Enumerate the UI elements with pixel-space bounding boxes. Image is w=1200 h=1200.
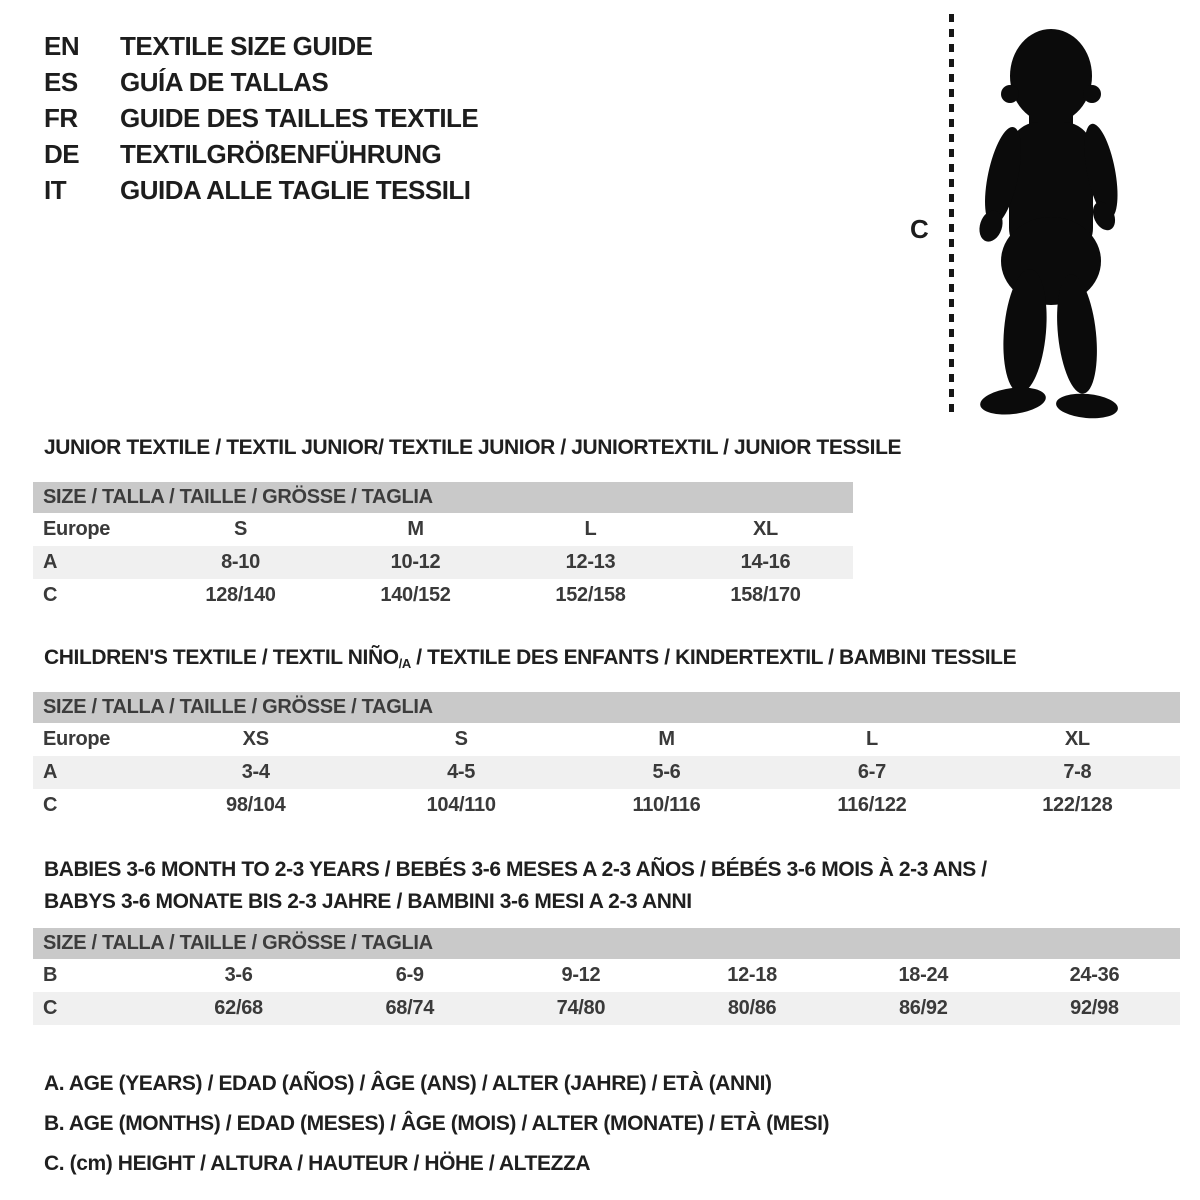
language-title: TEXTILE SIZE GUIDE <box>120 30 373 61</box>
value-cell: 3-4 <box>241 761 270 783</box>
size-header-band: SIZE / TALLA / TAILLE / GRÖSSE / TAGLIA <box>33 692 1180 723</box>
children-title-part2: / TEXTILE DES ENFANTS / KINDERTEXTIL / B… <box>410 646 1017 669</box>
table-header-row: Europe S M L XL <box>33 513 853 546</box>
language-row-de: DE TEXTILGRÖßENFÜHRUNG <box>44 136 478 172</box>
column-header-cell: XL <box>1064 728 1090 750</box>
value-cell: 7-8 <box>1063 761 1092 783</box>
measurement-legend: A. AGE (YEARS) / EDAD (AÑOS) / ÂGE (ANS)… <box>44 1064 830 1184</box>
row-label-cell: C <box>43 584 58 606</box>
value-cell: 8-10 <box>221 551 260 573</box>
table-row-c: C 128/140 140/152 152/158 158/170 <box>33 579 853 612</box>
value-cell: 68/74 <box>385 997 435 1019</box>
value-cell: 86/92 <box>898 997 948 1019</box>
value-cell: 24-36 <box>1069 964 1120 986</box>
value-cell: 12-18 <box>727 964 777 986</box>
babies-title-line2: BABYS 3-6 MONATE BIS 2-3 JAHRE / BAMBINI… <box>44 890 692 913</box>
value-cell: 6-7 <box>857 761 886 783</box>
value-cell: 5-6 <box>652 761 681 783</box>
value-cell: 3-6 <box>224 964 253 986</box>
value-cell: 152/158 <box>555 584 626 606</box>
language-code: DE <box>44 138 80 169</box>
language-row-fr: FR GUIDE DES TAILLES TEXTILE <box>44 100 479 136</box>
value-cell: 12-13 <box>565 551 616 573</box>
value-cell: 14-16 <box>740 551 791 573</box>
value-cell: 4-5 <box>447 761 476 783</box>
value-cell: 9-12 <box>561 964 601 986</box>
value-cell: 10-12 <box>390 551 441 573</box>
babies-size-table: SIZE / TALLA / TAILLE / GRÖSSE / TAGLIA … <box>33 928 1180 1025</box>
value-cell: 92/98 <box>1070 997 1119 1019</box>
value-cell: 74/80 <box>556 997 606 1019</box>
table-row-b: B 3-6 6-9 9-12 12-18 18-24 24-36 <box>33 959 1180 992</box>
table-row-c: C 98/104 104/110 110/116 116/122 122/128 <box>33 789 1180 822</box>
table-row-a: A 3-4 4-5 5-6 6-7 7-8 <box>33 756 1180 789</box>
table-header-row: Europe XS S M L XL <box>33 723 1180 756</box>
value-cell: 6-9 <box>395 964 424 986</box>
language-row-en: EN TEXTILE SIZE GUIDE <box>44 28 478 64</box>
row-label-cell: B <box>43 964 58 986</box>
toddler-silhouette-image <box>979 29 1118 419</box>
size-header-band: SIZE / TALLA / TAILLE / GRÖSSE / TAGLIA <box>33 928 1180 959</box>
value-cell: 122/128 <box>1042 794 1113 816</box>
babies-title-line1: BABIES 3-6 MONTH TO 2-3 YEARS / BEBÉS 3-… <box>44 858 987 881</box>
column-header-cell: XS <box>242 728 269 750</box>
column-header-cell: L <box>584 518 597 540</box>
value-cell: 18-24 <box>898 964 949 986</box>
language-code: IT <box>44 174 67 205</box>
value-cell: 140/152 <box>380 584 451 606</box>
value-cell: 116/122 <box>837 794 907 816</box>
row-label-cell: C <box>43 794 58 816</box>
children-size-table: SIZE / TALLA / TAILLE / GRÖSSE / TAGLIA … <box>33 692 1180 822</box>
size-header-band: SIZE / TALLA / TAILLE / GRÖSSE / TAGLIA <box>33 482 853 513</box>
language-title-list: EN TEXTILE SIZE GUIDE ES GUÍA DE TALLAS … <box>44 28 479 208</box>
column-header-cell: Europe <box>43 728 111 750</box>
column-header-cell: S <box>233 518 248 540</box>
column-header-cell: M <box>658 728 675 750</box>
language-title: GUIDE DES TAILLES TEXTILE <box>120 102 479 133</box>
column-header-cell: L <box>865 728 878 750</box>
children-title-part1: CHILDREN'S TEXTILE / TEXTIL NIÑO <box>44 646 399 669</box>
value-cell: 62/68 <box>214 997 263 1019</box>
row-label-cell: C <box>43 997 58 1019</box>
value-cell: 80/86 <box>727 997 777 1019</box>
table-row-a: A 8-10 10-12 12-13 14-16 <box>33 546 853 579</box>
value-cell: 98/104 <box>226 794 286 816</box>
language-row-es: ES GUÍA DE TALLAS <box>44 64 478 100</box>
children-title-subscript: /A <box>398 656 412 671</box>
value-cell: 104/110 <box>426 794 496 816</box>
junior-section-title: JUNIOR TEXTILE / TEXTIL JUNIOR/ TEXTILE … <box>44 436 902 459</box>
language-code: FR <box>44 102 78 133</box>
language-title: GUIDA ALLE TAGLIE TESSILI <box>120 174 471 205</box>
language-row-it: IT GUIDA ALLE TAGLIE TESSILI <box>44 172 478 208</box>
junior-size-table: SIZE / TALLA / TAILLE / GRÖSSE / TAGLIA … <box>33 482 853 612</box>
value-cell: 128/140 <box>205 584 276 606</box>
language-code: EN <box>44 30 80 61</box>
column-header-cell: XL <box>753 518 778 540</box>
value-cell: 110/116 <box>632 794 701 816</box>
table-row-c: C 62/68 68/74 74/80 80/86 86/92 92/98 <box>33 992 1180 1025</box>
row-label-cell: A <box>43 761 58 783</box>
language-code: ES <box>44 66 78 97</box>
language-title: GUÍA DE TALLAS <box>120 66 329 97</box>
column-header-cell: S <box>454 728 468 750</box>
babies-section-title: BABIES 3-6 MONTH TO 2-3 YEARS / BEBÉS 3-… <box>44 854 987 918</box>
column-header-cell: Europe <box>43 518 111 540</box>
height-measure-label: C <box>910 214 929 244</box>
legend-line-c: C. (cm) HEIGHT / ALTURA / HAUTEUR / HÖHE… <box>44 1152 591 1175</box>
column-header-cell: M <box>407 518 424 540</box>
legend-line-a: A. AGE (YEARS) / EDAD (AÑOS) / ÂGE (ANS)… <box>44 1072 772 1095</box>
height-dashed-line <box>949 14 954 416</box>
children-section-title: CHILDREN'S TEXTILE / TEXTIL NIÑO/A / TEX… <box>44 646 1017 671</box>
language-title: TEXTILGRÖßENFÜHRUNG <box>120 138 442 169</box>
value-cell: 158/170 <box>730 584 801 606</box>
legend-line-b: B. AGE (MONTHS) / EDAD (MESES) / ÂGE (MO… <box>44 1112 830 1135</box>
row-label-cell: A <box>43 551 58 573</box>
